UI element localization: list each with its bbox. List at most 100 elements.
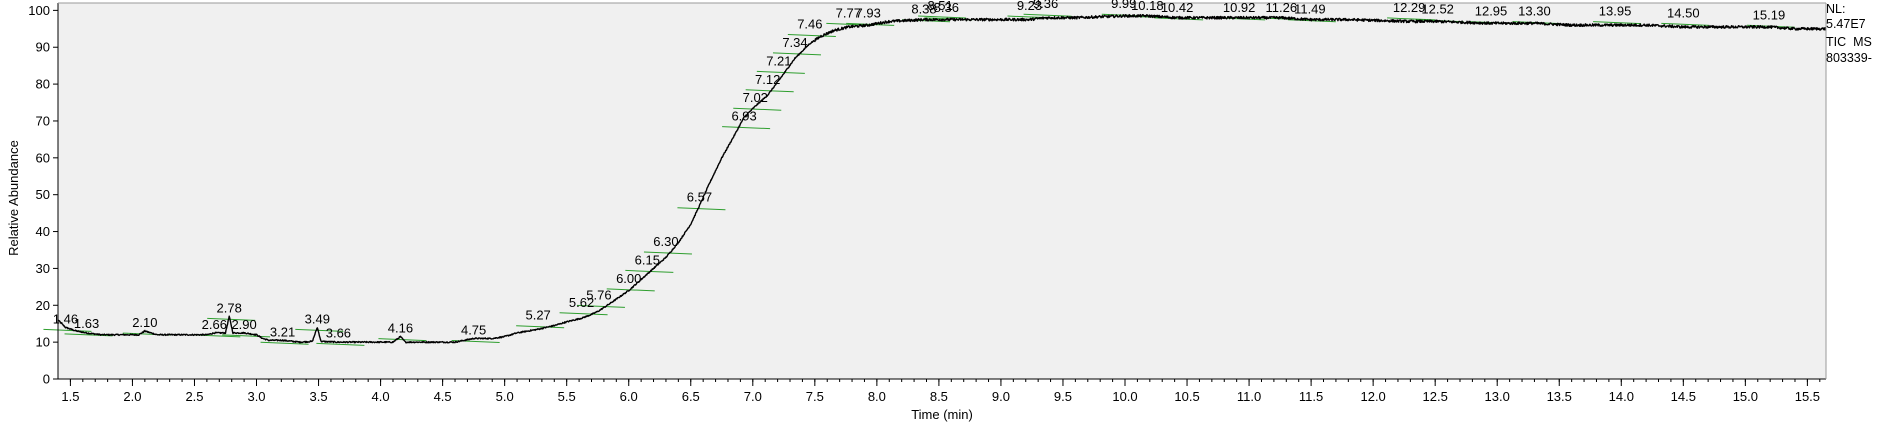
x-tick-label: 2.5 bbox=[185, 389, 203, 404]
peak-label: 7.77 bbox=[836, 5, 861, 20]
y-axis-label: Relative Abundance bbox=[6, 140, 21, 256]
x-tick-label: 11.5 bbox=[1299, 389, 1323, 404]
x-tick-label: 7.5 bbox=[806, 389, 824, 404]
x-tick-label: 9.0 bbox=[992, 389, 1010, 404]
peak-baseline bbox=[295, 328, 344, 332]
peak-baseline bbox=[733, 107, 782, 111]
peak-label: 6.93 bbox=[731, 109, 756, 124]
x-tick-label: 14.0 bbox=[1609, 389, 1634, 404]
y-tick-label: 90 bbox=[36, 40, 50, 55]
peak-label: 2.66 bbox=[202, 317, 227, 332]
peak-label: 8.36 bbox=[934, 0, 959, 15]
peak-label: 2.78 bbox=[217, 300, 242, 315]
peak-label: 9.99 bbox=[1111, 0, 1136, 11]
info-file: 803339- bbox=[1826, 51, 1872, 65]
peak-baseline bbox=[260, 341, 309, 345]
x-tick-label: 10.0 bbox=[1112, 389, 1137, 404]
peak-label: 3.49 bbox=[305, 311, 330, 326]
y-tick-label: 30 bbox=[36, 261, 50, 276]
peak-label: 10.92 bbox=[1223, 0, 1256, 15]
peak-baseline bbox=[918, 15, 967, 19]
peak-label: 5.76 bbox=[586, 287, 611, 302]
x-axis-ticks: 1.5 2.0 2.5 3.0 3.5 4.0 4.5 5.0 5.5 6.0 6.5 7.0 7.5 8… bbox=[61, 379, 1821, 404]
x-tick-label: 11.0 bbox=[1237, 389, 1261, 404]
peak-label: 11.26 bbox=[1266, 0, 1298, 15]
x-tick-label: 4.5 bbox=[434, 389, 452, 404]
x-tick-label: 1.5 bbox=[61, 389, 79, 404]
x-tick-label: 8.5 bbox=[930, 389, 948, 404]
info-scan: TIC MS bbox=[1826, 35, 1872, 49]
x-tick-label: 13.5 bbox=[1547, 389, 1572, 404]
peak-label: 7.12 bbox=[755, 72, 780, 87]
y-tick-label: 10 bbox=[36, 335, 50, 350]
info-intensity: 5.47E7 bbox=[1826, 17, 1866, 31]
info-nl: NL: bbox=[1826, 2, 1845, 16]
peak-baseline bbox=[1387, 17, 1436, 21]
peak-baseline bbox=[677, 207, 726, 211]
peak-label: 4.16 bbox=[388, 321, 413, 336]
peak-label: 3.66 bbox=[326, 325, 351, 340]
x-tick-label: 15.0 bbox=[1733, 389, 1758, 404]
peak-label: 2.90 bbox=[231, 317, 256, 332]
y-tick-label: 0 bbox=[43, 372, 50, 387]
x-tick-label: 5.5 bbox=[558, 389, 576, 404]
peak-baseline bbox=[576, 304, 625, 308]
x-tick-label: 12.5 bbox=[1423, 389, 1448, 404]
peak-label: 7.21 bbox=[766, 53, 791, 68]
peak-label: 6.00 bbox=[616, 271, 641, 286]
peak-baseline bbox=[43, 328, 92, 332]
plot-background bbox=[58, 3, 1826, 379]
peak-label: 7.34 bbox=[782, 35, 807, 50]
peak-baseline bbox=[516, 325, 565, 329]
x-tick-label: 5.0 bbox=[496, 389, 514, 404]
peak-baseline bbox=[772, 52, 821, 56]
x-tick-label: 2.0 bbox=[123, 389, 141, 404]
peak-label: 13.30 bbox=[1518, 4, 1551, 19]
peak-labels: 1.461.63 2.10 2.66 2.78 2.90 3.21 3.493.66 4.16… bbox=[53, 0, 1785, 340]
peak-label: 12.52 bbox=[1421, 2, 1454, 17]
peak-label: 7.46 bbox=[797, 16, 822, 31]
x-tick-label: 10.5 bbox=[1174, 389, 1199, 404]
peak-label: 11.49 bbox=[1294, 2, 1326, 17]
x-tick-label: 3.0 bbox=[247, 389, 265, 404]
peak-label: 1.63 bbox=[74, 316, 99, 331]
x-tick-label: 4.0 bbox=[372, 389, 390, 404]
x-tick-label: 3.5 bbox=[310, 389, 328, 404]
peak-baseline bbox=[222, 334, 271, 338]
y-tick-label: 100 bbox=[28, 3, 50, 18]
peak-label: 2.10 bbox=[132, 315, 157, 330]
peak-baseline bbox=[559, 312, 608, 316]
y-axis-ticks: 0 10 20 30 40 50 60 70 80 90 100 bbox=[28, 3, 58, 387]
peak-label: 6.30 bbox=[653, 234, 678, 249]
y-tick-label: 80 bbox=[36, 77, 50, 92]
x-tick-label: 14.5 bbox=[1671, 389, 1696, 404]
y-tick-label: 70 bbox=[36, 113, 50, 128]
peak-label: 14.50 bbox=[1667, 5, 1700, 20]
peak-label: 3.21 bbox=[270, 324, 295, 339]
peak-label: 8.51 bbox=[927, 0, 952, 13]
peak-label: 9.23 bbox=[1017, 0, 1042, 13]
x-tick-label: 9.5 bbox=[1054, 389, 1072, 404]
peak-label: 13.95 bbox=[1599, 4, 1632, 19]
peak-baseline bbox=[1023, 13, 1072, 17]
x-tick-label: 15.5 bbox=[1795, 389, 1820, 404]
x-tick-label: 6.5 bbox=[682, 389, 700, 404]
peak-label: 4.75 bbox=[461, 322, 486, 337]
peak-baseline bbox=[643, 251, 692, 255]
tic-trace bbox=[57, 13, 1827, 344]
x-tick-label: 6.0 bbox=[620, 389, 638, 404]
peak-label: 5.62 bbox=[569, 295, 594, 310]
peak-baseline bbox=[1593, 21, 1642, 25]
peak-baseline bbox=[787, 33, 836, 37]
peak-label: 10.42 bbox=[1161, 0, 1194, 15]
x-axis-label: Time (min) bbox=[911, 407, 973, 422]
peak-baseline bbox=[1661, 22, 1710, 26]
y-tick-label: 40 bbox=[36, 224, 50, 239]
peak-baseline bbox=[316, 342, 365, 346]
x-tick-label: 13.0 bbox=[1485, 389, 1510, 404]
x-tick-label: 8.0 bbox=[868, 389, 886, 404]
peak-baseline bbox=[64, 333, 113, 337]
peak-label: 7.93 bbox=[856, 5, 881, 20]
peak-label: 1.46 bbox=[53, 311, 78, 326]
